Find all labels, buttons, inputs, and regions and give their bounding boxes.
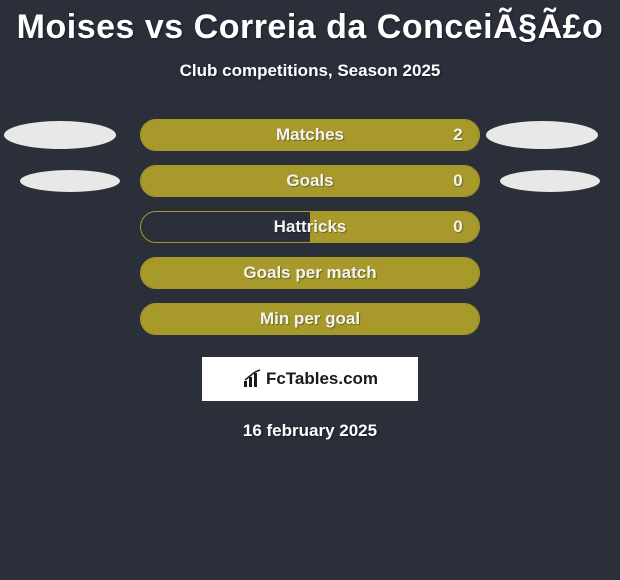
bar-track [140,303,480,335]
date-label: 16 february 2025 [0,421,620,441]
stat-row: Matches2 [0,119,620,151]
bar-fill [141,166,479,196]
player-marker-left [20,170,120,192]
bar-track [140,211,480,243]
bar-track [140,119,480,151]
brand-box: FcTables.com [202,357,418,401]
bar-fill [310,212,479,242]
bar-track [140,165,480,197]
stat-rows: Matches2 Goals0 Hattricks0 Goals per match M… [0,119,620,335]
page-title: Moises vs Correia da ConceiÃ§Ã£o [0,0,620,47]
stat-row: Hattricks0 [0,211,620,243]
stat-row: Min per goal [0,303,620,335]
stat-row: Goals0 [0,165,620,197]
bar-fill [141,304,479,334]
subtitle: Club competitions, Season 2025 [0,61,620,81]
bar-fill [141,258,479,288]
player-marker-left [4,121,116,149]
bar-fill [141,120,479,150]
player-marker-right [486,121,598,149]
player-marker-right [500,170,600,192]
brand-chart-icon [242,369,262,389]
stat-row: Goals per match [0,257,620,289]
brand-text: FcTables.com [266,369,378,389]
bar-track [140,257,480,289]
